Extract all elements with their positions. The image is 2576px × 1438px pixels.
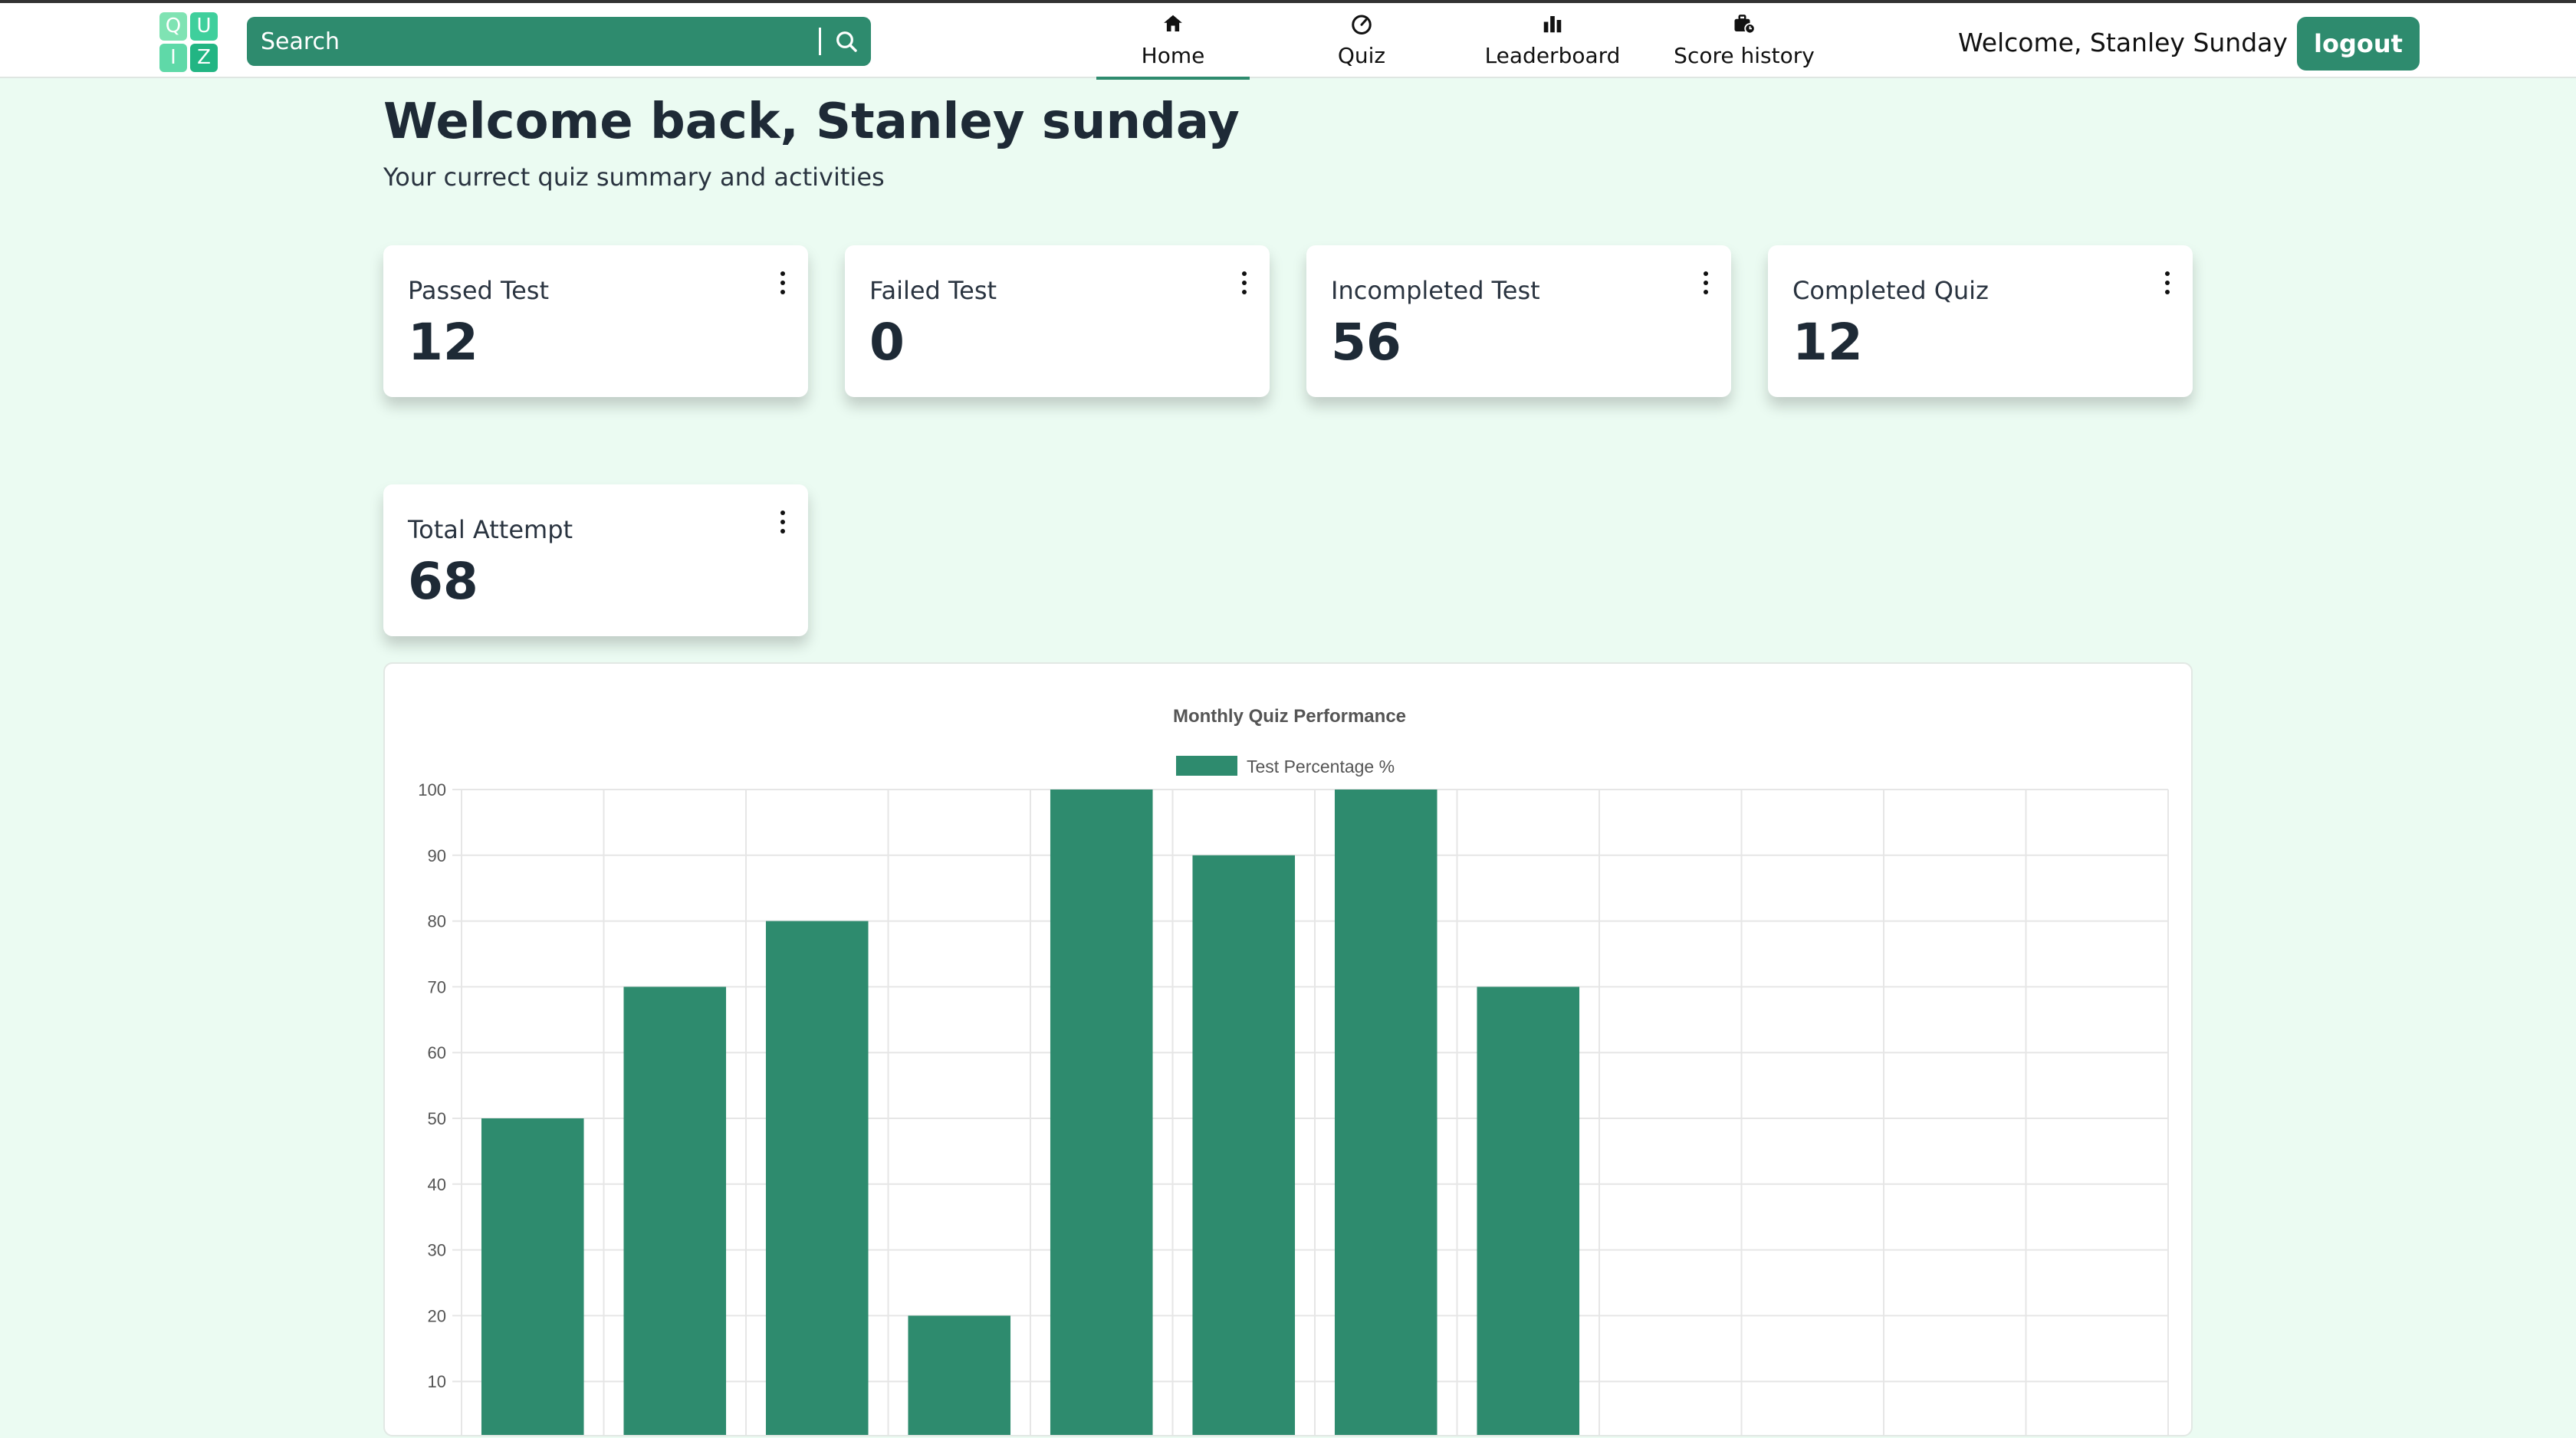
welcome-user-text: Welcome, Stanley Sunday [1958,28,2288,57]
gauge-icon [1352,15,1372,34]
nav-home[interactable]: Home [1096,6,1250,80]
y-tick-label: 60 [428,1043,446,1062]
chart-bar[interactable] [1192,855,1296,1438]
stat-label: Passed Test [408,276,549,305]
stat-card-failed: Failed Test 0 [845,245,1270,397]
bar-chart-icon [1543,16,1562,33]
stat-card-completed: Completed Quiz 12 [1768,245,2193,397]
legend-label: Test Percentage % [1247,757,1395,776]
stat-label: Failed Test [869,276,997,305]
page-title: Welcome back, Stanley sunday [383,94,1240,150]
y-tick-label: 90 [428,846,446,865]
page-subtitle: Your currect quiz summary and activities [383,163,885,192]
nav-label: Home [1141,43,1205,68]
stat-label: Total Attempt [408,515,573,544]
nav-score-history[interactable]: Score history [1664,6,1825,80]
search-input[interactable] [261,18,797,64]
chart-panel: Monthly Quiz Performance Test Percentage… [383,662,2193,1438]
stat-label: Completed Quiz [1792,276,1989,305]
more-options-icon[interactable] [2162,270,2173,296]
stat-card-total-attempt: Total Attempt 68 [383,484,808,636]
stat-card-passed: Passed Test 12 [383,245,808,397]
stat-card-incompleted: Incompleted Test 56 [1306,245,1731,397]
home-icon [1164,15,1182,31]
nav-label: Quiz [1337,43,1386,68]
search-bar [247,17,871,66]
chart-legend[interactable]: Test Percentage % [1176,756,1395,776]
logo-letter: Z [190,44,218,72]
nav-leaderboard[interactable]: Leaderboard [1472,6,1633,80]
monthly-performance-chart: Monthly Quiz Performance Test Percentage… [418,706,2169,1438]
more-options-icon[interactable] [777,509,788,535]
y-tick-label: 80 [428,912,446,931]
logo-letter: Q [159,12,187,41]
logout-button[interactable]: logout [2297,17,2420,71]
briefcase-clock-icon [1734,15,1756,34]
window-top-border [0,0,2576,3]
nav-label: Score history [1674,43,1815,68]
quiz-logo[interactable]: Q U I Z [159,12,218,72]
y-tick-label: 10 [428,1372,446,1391]
chart-bar[interactable] [1334,790,1438,1438]
chart-title: Monthly Quiz Performance [1173,706,1406,727]
stat-value: 12 [1792,313,1863,372]
chart-bar[interactable] [623,987,727,1438]
y-tick-label: 40 [428,1175,446,1194]
search-icon[interactable] [834,29,859,54]
y-tick-label: 30 [428,1241,446,1260]
stat-label: Incompleted Test [1331,276,1540,305]
search-divider [819,28,821,55]
chart-bar[interactable] [765,921,869,1438]
top-navbar: Q U I Z Home Quiz Leaderboard [0,3,2576,80]
y-tick-label: 70 [428,977,446,996]
chart-bar[interactable] [908,1315,1011,1438]
y-tick-label: 20 [428,1306,446,1325]
y-tick-label: 100 [418,780,446,799]
chart-bar[interactable] [481,1118,584,1438]
y-tick-label: 50 [428,1109,446,1128]
nav-label: Leaderboard [1484,43,1621,68]
legend-swatch [1176,756,1237,776]
chart-bar[interactable] [1050,790,1153,1438]
stat-value: 56 [1331,313,1401,372]
stat-value: 0 [869,313,905,372]
stat-value: 68 [408,552,478,611]
stat-value: 12 [408,313,478,372]
nav-quiz[interactable]: Quiz [1285,6,1438,80]
logo-letter: I [159,44,187,72]
more-options-icon[interactable] [777,270,788,296]
logo-letter: U [190,12,218,41]
chart-bar[interactable] [1477,987,1580,1438]
more-options-icon[interactable] [1239,270,1250,296]
more-options-icon[interactable] [1700,270,1711,296]
